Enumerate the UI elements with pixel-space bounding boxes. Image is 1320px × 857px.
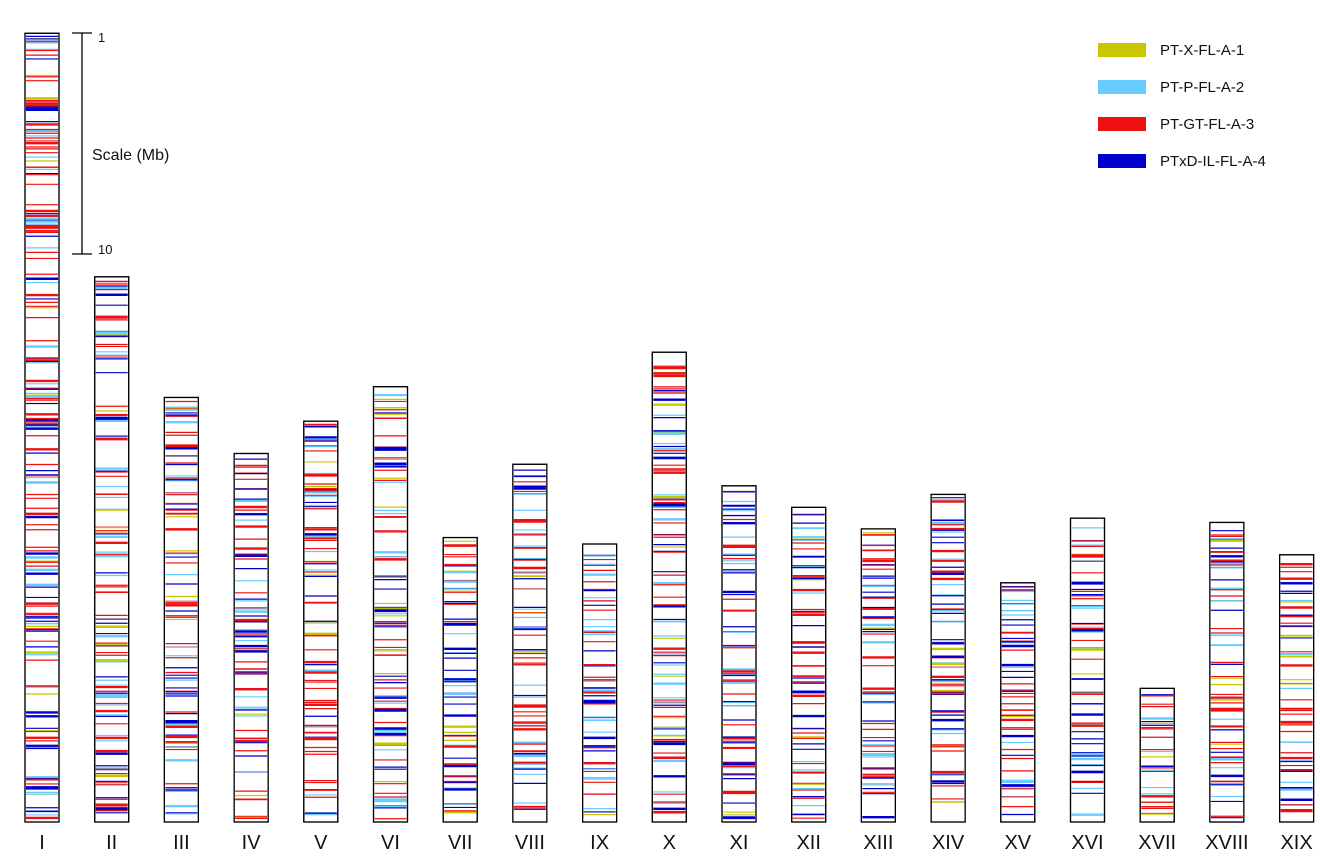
chromosome-XIII: XIII xyxy=(860,528,897,854)
chromosome-label-XVIII: XVIII xyxy=(1205,832,1248,854)
legend: PT-X-FL-A-1 PT-P-FL-A-2 PT-GT-FL-A-3 PTxD-I… xyxy=(1098,42,1266,170)
chromosome-XVI: XVI xyxy=(1069,517,1106,854)
legend-label-1: PT-X-FL-A-1 xyxy=(1160,42,1244,59)
chromosome-XIX: XIX xyxy=(1278,554,1315,854)
chromosome-III: III xyxy=(163,396,199,854)
legend-label-4: PTxD-IL-FL-A-4 xyxy=(1160,153,1266,170)
chromosome-label-II: II xyxy=(106,832,117,854)
chromosome-VII: VII xyxy=(442,536,478,854)
chromosome-XV: XV xyxy=(1000,582,1036,854)
legend-label-3: PT-GT-FL-A-3 xyxy=(1160,116,1254,133)
chromosome-label-XVI: XVI xyxy=(1071,832,1103,854)
chromosome-IX: IX xyxy=(581,543,618,854)
chromosome-label-III: III xyxy=(173,832,190,854)
legend-swatch-2 xyxy=(1098,80,1146,94)
chromosome-label-XV: XV xyxy=(1004,832,1031,854)
chromosome-label-VI: VI xyxy=(381,832,400,854)
chromosome-XVIII: XVIII xyxy=(1205,521,1249,854)
chromosome-label-XVII: XVII xyxy=(1138,832,1176,854)
chromosome-V: V xyxy=(303,420,339,854)
chromosome-label-XII: XII xyxy=(796,832,820,854)
legend-swatch-4 xyxy=(1098,154,1146,168)
chromosome-XI: XI xyxy=(721,485,757,854)
chromosome-VI: VI xyxy=(372,386,409,854)
chromosome-label-IV: IV xyxy=(242,832,262,854)
chromosome-label-I: I xyxy=(39,832,45,854)
chromosome-IV: IV xyxy=(233,452,269,854)
chromosome-label-V: V xyxy=(314,832,328,854)
chromosome-I: I xyxy=(24,32,60,854)
scale-bar: 1 10 Scale (Mb) xyxy=(72,30,169,257)
chromosome-XIV: XIV xyxy=(930,493,966,854)
chromosome-label-XIII: XIII xyxy=(863,832,893,854)
scale-top-label: 1 xyxy=(98,30,105,45)
legend-label-2: PT-P-FL-A-2 xyxy=(1160,79,1244,96)
chromosome-X: X xyxy=(651,351,687,854)
chromosome-XII: XII xyxy=(791,506,827,854)
chromosome-label-X: X xyxy=(663,832,676,854)
chromosome-XVII: XVII xyxy=(1138,687,1176,854)
legend-swatch-1 xyxy=(1098,43,1146,57)
scale-bottom-label: 10 xyxy=(98,242,112,257)
scale-title: Scale (Mb) xyxy=(92,147,169,164)
chromosome-II: II xyxy=(94,276,130,854)
chromosome-label-IX: IX xyxy=(590,832,609,854)
chromosome-label-XIV: XIV xyxy=(932,832,965,854)
legend-swatch-3 xyxy=(1098,117,1146,131)
chromosomes: I II III IV V VI VII VIII IX X XI XII XIII XIV XV XVI XV… xyxy=(24,32,1315,854)
chromosome-label-XI: XI xyxy=(730,832,749,854)
chromosome-label-VIII: VIII xyxy=(515,832,545,854)
chromosome-label-VII: VII xyxy=(448,832,472,854)
chromosome-label-XIX: XIX xyxy=(1280,832,1312,854)
chromosome-VIII: VIII xyxy=(512,463,548,854)
